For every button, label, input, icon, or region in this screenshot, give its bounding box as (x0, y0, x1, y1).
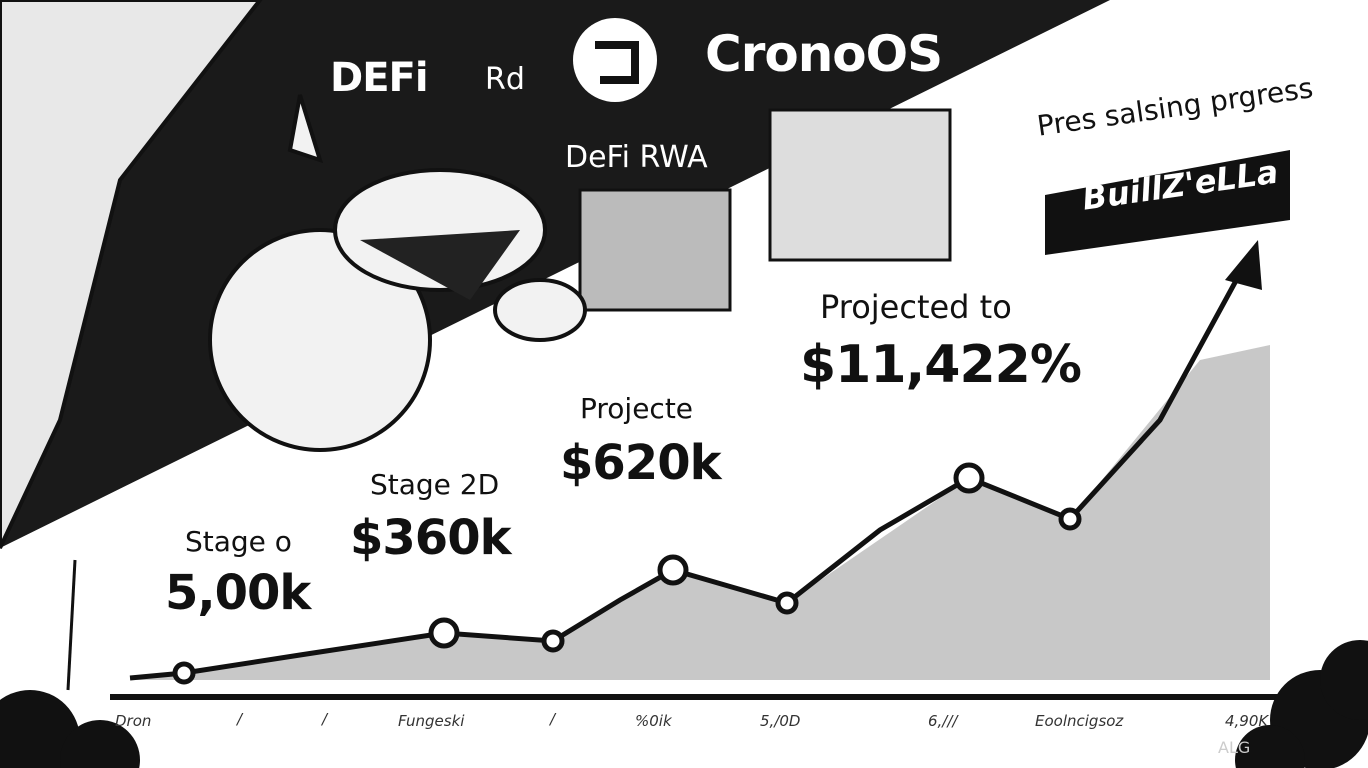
milestone-value: $620k (560, 435, 722, 491)
building (578, 188, 732, 312)
x-tick: / (550, 710, 556, 728)
milestone-label: Projected to (820, 288, 1012, 326)
x-tick: / (237, 710, 243, 728)
x-tick: / (322, 710, 328, 728)
x-tick: Dron (115, 712, 152, 730)
logo-mid-text: Rd (485, 62, 525, 97)
watermark: ALG (1218, 738, 1251, 757)
x-tick: 6,/// (928, 712, 958, 730)
milestone-value: $11,422% (800, 335, 1082, 395)
chart-area-fill (130, 345, 1270, 680)
x-tick: Eoolncigsoz (1035, 712, 1124, 730)
bushes (0, 640, 1368, 768)
y-axis (66, 559, 77, 691)
chart-point (541, 629, 565, 653)
chart-point (1058, 507, 1082, 531)
chart-point (775, 591, 799, 615)
chart-point (172, 661, 196, 685)
x-tick: %0ik (635, 712, 672, 730)
chart-point (428, 617, 460, 649)
cronos-logo-icon (573, 18, 657, 102)
x-tick: Fungeski (398, 712, 465, 730)
milestone-value: $360k (350, 510, 512, 566)
banner-bg (1045, 150, 1290, 255)
x-tick: 4,90K (1225, 712, 1269, 730)
milestone-label: Projecte (580, 392, 694, 425)
defi-logo-text: DEFi (330, 55, 429, 101)
tunnel-frame (0, 0, 263, 549)
milestone-label: Stage 2D (370, 468, 500, 501)
chart-point (657, 554, 689, 586)
milestone-value: 5,00k (165, 565, 311, 621)
chart-point (953, 462, 985, 494)
x-tick: 5,/0D (760, 712, 801, 730)
building (768, 108, 952, 262)
bull-dragon-mascot (208, 94, 587, 452)
milestone-label: Stage o (185, 525, 292, 558)
arrow-head-icon (1225, 240, 1262, 290)
brand-subtitle: DeFi RWA (565, 140, 708, 175)
brand-title: CronoOS (705, 25, 943, 83)
